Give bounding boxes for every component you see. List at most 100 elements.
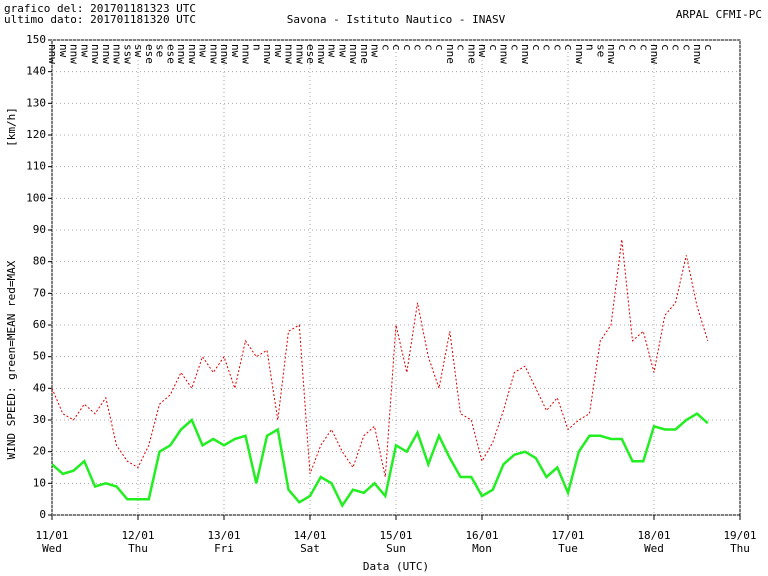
direction-label: c — [379, 44, 392, 51]
direction-label: c — [433, 44, 446, 51]
x-tick-day: Tue — [558, 542, 578, 555]
series-line — [51, 239, 709, 478]
direction-label: nnw — [691, 44, 704, 64]
direction-label: c — [616, 44, 629, 51]
direction-label: nnw — [100, 44, 113, 64]
direction-label: nnw — [261, 44, 274, 64]
x-tick-label: 18/01 — [637, 529, 670, 542]
x-tick-label: 15/01 — [379, 529, 412, 542]
direction-label: nnw — [218, 44, 231, 64]
direction-label: c — [562, 44, 575, 51]
direction-label: nw — [229, 44, 242, 58]
y-tick-label: 130 — [26, 96, 46, 109]
direction-label: c — [659, 44, 672, 51]
x-tick-day: Thu — [730, 542, 750, 555]
direction-label: c — [702, 44, 715, 51]
direction-label: sw — [132, 44, 145, 58]
direction-label: nnw — [46, 44, 59, 64]
y-tick-label: 70 — [33, 286, 46, 299]
direction-label: nw — [197, 44, 210, 58]
y-tick-label: 0 — [39, 508, 46, 521]
direction-label: c — [551, 44, 564, 51]
direction-label: nnw — [89, 44, 102, 64]
direction-label: nnw — [68, 44, 81, 64]
direction-label: c — [530, 44, 543, 51]
x-tick-label: 13/01 — [207, 529, 240, 542]
direction-label: nnw — [240, 44, 253, 64]
direction-label: c — [487, 44, 500, 51]
y-tick-label: 30 — [33, 413, 46, 426]
direction-label: nw — [326, 44, 339, 58]
x-tick-day: Fri — [214, 542, 234, 555]
direction-label: nne — [444, 44, 457, 64]
direction-label: nnw — [315, 44, 328, 64]
header-left: grafico del: 201701181323 UTC — [4, 2, 196, 15]
x-tick-label: 11/01 — [35, 529, 68, 542]
direction-label: nw — [336, 44, 349, 58]
direction-label: n — [250, 44, 263, 51]
direction-label: c — [455, 44, 468, 51]
y-tick-label: 80 — [33, 255, 46, 268]
direction-label: nnw — [347, 44, 360, 64]
direction-label: nw — [57, 44, 70, 58]
direction-label: nnw — [293, 44, 306, 64]
direction-label: n — [584, 44, 597, 51]
direction-label: nnw — [605, 44, 618, 64]
x-tick-label: 14/01 — [293, 529, 326, 542]
direction-label: nnw — [519, 44, 532, 64]
direction-label: c — [541, 44, 554, 51]
direction-label: c — [627, 44, 640, 51]
y-tick-label: 100 — [26, 191, 46, 204]
y-tick-label: 60 — [33, 318, 46, 331]
direction-label: c — [390, 44, 403, 51]
direction-label: c — [508, 44, 521, 51]
y-tick-label: 10 — [33, 476, 46, 489]
y-tick-label: 40 — [33, 381, 46, 394]
x-tick-day: Thu — [128, 542, 148, 555]
x-label: Data (UTC) — [363, 560, 429, 573]
direction-label: c — [680, 44, 693, 51]
direction-label: ese — [164, 44, 177, 64]
direction-label: se — [594, 44, 607, 57]
y-tick-label: 90 — [33, 223, 46, 236]
direction-label: ese — [143, 44, 156, 64]
direction-label: nnw — [283, 44, 296, 64]
x-tick-day: Mon — [472, 542, 492, 555]
x-tick-day: Sun — [386, 542, 406, 555]
y-unit: [km/h] — [5, 107, 18, 147]
y-tick-label: 50 — [33, 350, 46, 363]
direction-label: c — [412, 44, 425, 51]
x-tick-day: Sat — [300, 542, 320, 555]
direction-label: c — [422, 44, 435, 51]
series-line — [51, 412, 709, 508]
y-tick-label: 20 — [33, 445, 46, 458]
x-tick-label: 12/01 — [121, 529, 154, 542]
direction-label: nnw — [111, 44, 124, 64]
direction-label: nnw — [186, 44, 199, 64]
direction-label: nne — [358, 44, 371, 64]
direction-label: c — [401, 44, 414, 51]
direction-label: nnw — [498, 44, 511, 64]
direction-label: c — [637, 44, 650, 51]
direction-label: nnw — [207, 44, 220, 64]
x-tick-label: 16/01 — [465, 529, 498, 542]
chart-title: Savona - Istituto Nautico - INASV — [287, 13, 506, 26]
x-tick-day: Wed — [644, 542, 664, 555]
y-label: WIND SPEED: green=MEAN red=MAX — [5, 260, 18, 459]
direction-label: c — [670, 44, 683, 51]
direction-label: nw — [369, 44, 382, 58]
direction-label: nw — [78, 44, 91, 58]
plot-frame — [51, 39, 741, 516]
direction-label: nw — [272, 44, 285, 58]
direction-label: ese — [304, 44, 317, 64]
direction-label: nne — [465, 44, 478, 64]
y-tick-label: 110 — [26, 160, 46, 173]
y-tick-label: 120 — [26, 128, 46, 141]
direction-label: se — [154, 44, 167, 57]
y-tick-label: 140 — [26, 65, 46, 78]
y-tick-label: 150 — [26, 33, 46, 46]
direction-label: nnw — [648, 44, 661, 64]
direction-label: ssw — [121, 44, 134, 64]
